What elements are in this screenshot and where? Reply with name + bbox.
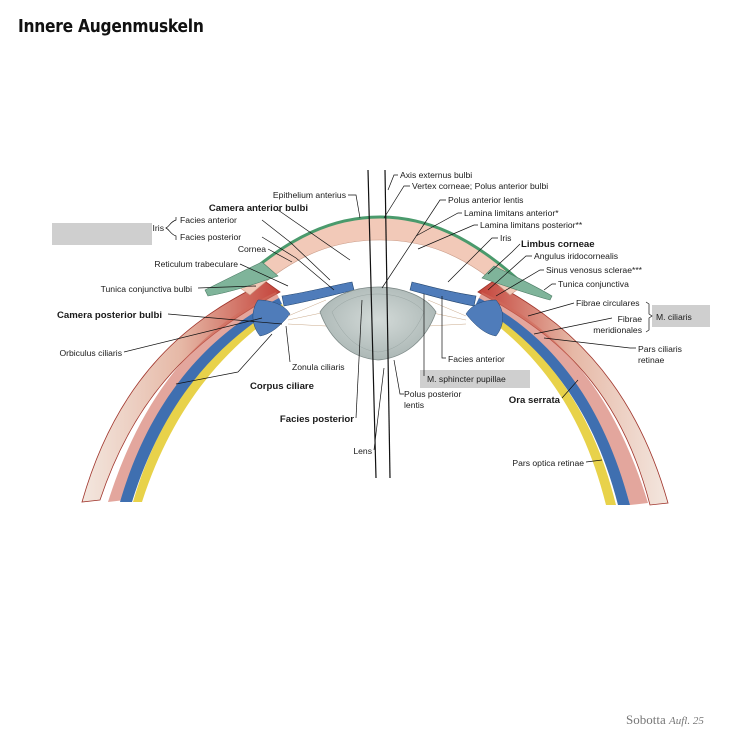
label-polus-anterior-lentis: Polus anterior lentis — [448, 195, 523, 205]
label-reticulum: Reticulum trabeculare — [154, 259, 238, 269]
label-tunica-right: Tunica conjunctiva — [558, 279, 629, 289]
label-facies-anterior-iris: Facies anterior — [180, 215, 237, 225]
axis-line-2 — [384, 169, 391, 479]
label-polus-posterior-2: lentis — [404, 400, 424, 410]
label-fibrae-circulares: Fibrae circulares — [576, 298, 640, 308]
label-vertex-corneae: Vertex corneae; Polus anterior bulbi — [412, 181, 548, 191]
label-axis-externus: Axis externus bulbi — [400, 170, 472, 180]
page-title: Innere Augenmuskeln — [18, 16, 204, 37]
label-tunica-left: Tunica conjunctiva bulbi — [101, 284, 192, 294]
label-facies-posterior: Facies posterior — [280, 414, 354, 425]
label-sinus: Sinus venosus sclerae*** — [546, 265, 643, 275]
label-pars-optica: Pars optica retinae — [512, 458, 584, 468]
label-polus-posterior-1: Polus posterior — [404, 389, 461, 399]
label-pars-ciliaris-1: Pars ciliaris — [638, 344, 682, 354]
eye-wall-right — [474, 281, 669, 506]
cornea — [234, 215, 526, 296]
label-m-ciliaris: M. ciliaris — [656, 312, 692, 322]
leader-lines — [123, 174, 653, 463]
label-epithelium-anterius: Epithelium anterius — [273, 190, 346, 200]
labels: Axis externus bulbi Vertex corneae; Polu… — [57, 170, 692, 468]
m-sphincter-box — [420, 370, 530, 388]
label-fibrae-meridionales-1: Fibrae — [618, 314, 643, 324]
lens — [319, 286, 437, 361]
label-facies-anterior-lens: Facies anterior — [448, 354, 505, 364]
label-lens: Lens — [353, 446, 372, 456]
label-angulus: Angulus iridocornealis — [534, 251, 618, 261]
label-m-sphincter: M. sphincter pupillae — [427, 374, 506, 384]
label-cornea: Cornea — [238, 244, 266, 254]
credit-edition: Aufl. 25 — [668, 715, 704, 727]
label-corpus-ciliare: Corpus ciliare — [250, 381, 314, 392]
label-lamina-posterior: Lamina limitans posterior** — [480, 220, 583, 230]
m-ciliaris-box — [652, 305, 710, 327]
label-iris-right: Iris — [500, 233, 511, 243]
label-camera-anterior: Camera anterior bulbi — [209, 203, 308, 214]
label-lamina-anterior: Lamina limitans anterior* — [464, 208, 559, 218]
label-orbiculus: Orbiculus ciliaris — [59, 348, 122, 358]
ciliary-body-right — [465, 299, 503, 337]
axis-line-1 — [367, 169, 377, 479]
conjunctiva-left — [204, 261, 279, 297]
credit-brand: Sobotta — [626, 712, 666, 727]
label-iris-left: Iris — [153, 223, 164, 233]
conjunctiva-right — [481, 265, 553, 301]
label-fibrae-meridionales-2: meridionales — [593, 325, 642, 335]
zonula-fibres — [287, 299, 467, 327]
ciliary-body-left — [252, 299, 291, 337]
label-limbus: Limbus corneae — [521, 239, 595, 250]
eye-wall-left — [81, 281, 284, 503]
publisher-credit: Sobotta Aufl. 25 — [626, 712, 704, 728]
hidden-label-box — [52, 223, 152, 245]
label-camera-posterior: Camera posterior bulbi — [57, 310, 162, 321]
label-pars-ciliaris-2: retinae — [638, 355, 664, 365]
label-ora-serrata: Ora serrata — [509, 395, 561, 406]
label-zonula: Zonula ciliaris — [292, 362, 345, 372]
iris-right — [409, 281, 477, 307]
label-facies-posterior-iris: Facies posterior — [180, 232, 241, 242]
